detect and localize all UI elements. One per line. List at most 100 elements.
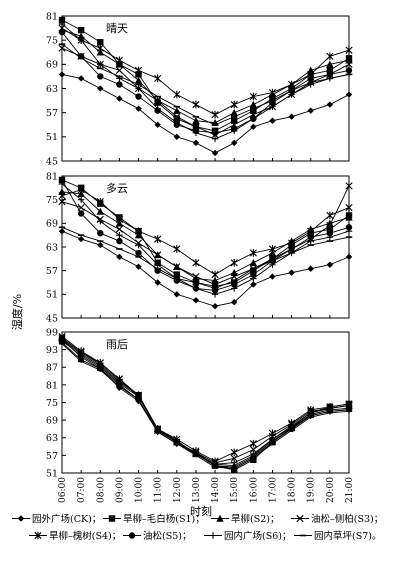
data-point <box>211 460 219 468</box>
legend-marker <box>34 531 42 540</box>
x-tick-label: 08:00 <box>96 477 106 503</box>
data-point <box>269 436 276 443</box>
y-tick-label: 75 <box>46 398 58 409</box>
data-point <box>135 249 142 257</box>
data-point <box>192 272 200 281</box>
series-line <box>61 179 350 291</box>
series-circle <box>58 337 353 472</box>
legend-label: 旱柳–毛白杨(S1)； <box>123 513 205 525</box>
y-axis-label: 湿度/% <box>10 294 24 330</box>
x-tick-label: 06:00 <box>58 477 68 503</box>
data-point <box>307 107 314 114</box>
data-point <box>231 299 238 306</box>
data-point <box>345 182 353 190</box>
data-point <box>345 91 353 98</box>
y-tick-label: 81 <box>46 171 58 182</box>
y-tick-label: 51 <box>46 132 58 143</box>
legend-item: 园内草坪(S7)。 <box>294 530 381 542</box>
data-point <box>268 429 277 438</box>
series-diamond <box>58 228 353 310</box>
y-tick-label: 51 <box>46 290 58 301</box>
data-point <box>307 227 315 236</box>
data-point <box>345 253 353 261</box>
y-tick-label: 45 <box>46 156 58 167</box>
data-point <box>97 241 104 249</box>
x-tick-label: 07:00 <box>77 477 87 503</box>
y-tick-label: 63 <box>46 433 58 444</box>
data-point <box>192 258 200 267</box>
data-point <box>116 253 123 261</box>
data-point <box>326 219 334 227</box>
y-tick-label: 45 <box>46 313 58 324</box>
x-axis: 06:00 07:00 08:00 09:00 10:00 11:00 12:00 13:00… <box>58 477 355 503</box>
data-point <box>250 107 257 114</box>
data-point <box>116 95 123 102</box>
x-tick-label: 16:00 <box>249 477 259 503</box>
y-tick-label: 81 <box>46 380 58 391</box>
x-tick-label: 20:00 <box>326 477 336 503</box>
legend-label: 园内草坪(S7)。 <box>314 530 381 542</box>
data-point <box>77 186 85 194</box>
series-line <box>61 191 350 281</box>
series-x <box>58 334 353 467</box>
data-point <box>154 96 162 105</box>
series-line <box>61 23 350 140</box>
data-point <box>307 237 314 245</box>
series-diamond <box>58 339 353 471</box>
data-point <box>77 196 85 203</box>
data-point <box>77 353 85 361</box>
series-line <box>61 338 350 471</box>
series-line <box>61 47 350 136</box>
y-tick-label: 57 <box>46 108 58 119</box>
x-tick-label: 17:00 <box>268 477 278 503</box>
y-tick-label: 69 <box>46 219 58 230</box>
legend-marker <box>216 514 224 522</box>
data-point <box>288 239 296 247</box>
data-point <box>230 258 238 267</box>
data-point <box>173 245 181 253</box>
data-point <box>326 229 334 237</box>
data-point <box>288 424 295 431</box>
data-point <box>268 245 277 253</box>
data-point <box>231 281 238 288</box>
data-point <box>135 241 142 249</box>
data-point <box>345 67 353 74</box>
data-point <box>211 135 219 143</box>
legend-item: 园内广场(S6)； <box>204 530 291 542</box>
legend-item: 旱柳–槐树(S4)； <box>29 530 121 542</box>
data-point <box>269 95 276 102</box>
series-circle <box>58 176 353 294</box>
panel-title: 晴天 <box>106 22 128 35</box>
data-point <box>58 176 66 184</box>
data-point <box>231 117 238 124</box>
panel-title: 多云 <box>106 181 128 195</box>
data-point <box>116 231 123 239</box>
data-point <box>249 100 258 108</box>
series-asterisk <box>58 186 353 279</box>
data-point <box>268 88 277 97</box>
data-point <box>326 211 334 220</box>
data-point <box>97 73 104 80</box>
data-point <box>326 233 334 241</box>
x-tick-label: 19:00 <box>307 477 317 503</box>
x-tick-label: 11:00 <box>154 477 164 503</box>
x-tick-label: 10:00 <box>135 477 145 503</box>
data-point <box>58 20 66 28</box>
data-point <box>116 81 123 88</box>
data-point <box>288 245 295 253</box>
series-square <box>58 336 353 474</box>
data-point <box>326 71 334 78</box>
legend-item: 旱柳(S2)； <box>211 513 279 525</box>
data-point <box>326 52 334 61</box>
data-point <box>326 221 334 229</box>
series-dash <box>58 226 353 290</box>
data-point <box>192 129 200 137</box>
y-tick-label: 93 <box>46 345 58 356</box>
data-point <box>230 454 238 462</box>
y-tick-label: 63 <box>46 242 58 253</box>
data-point <box>250 115 257 122</box>
series-triangle <box>58 334 353 469</box>
chart-panels: 45 51 57 63 69 75 81 晴天 45 51 57 63 69 75 81 多云 51 57 63 69… <box>46 11 353 479</box>
data-point <box>97 38 104 46</box>
series-line <box>61 341 350 468</box>
